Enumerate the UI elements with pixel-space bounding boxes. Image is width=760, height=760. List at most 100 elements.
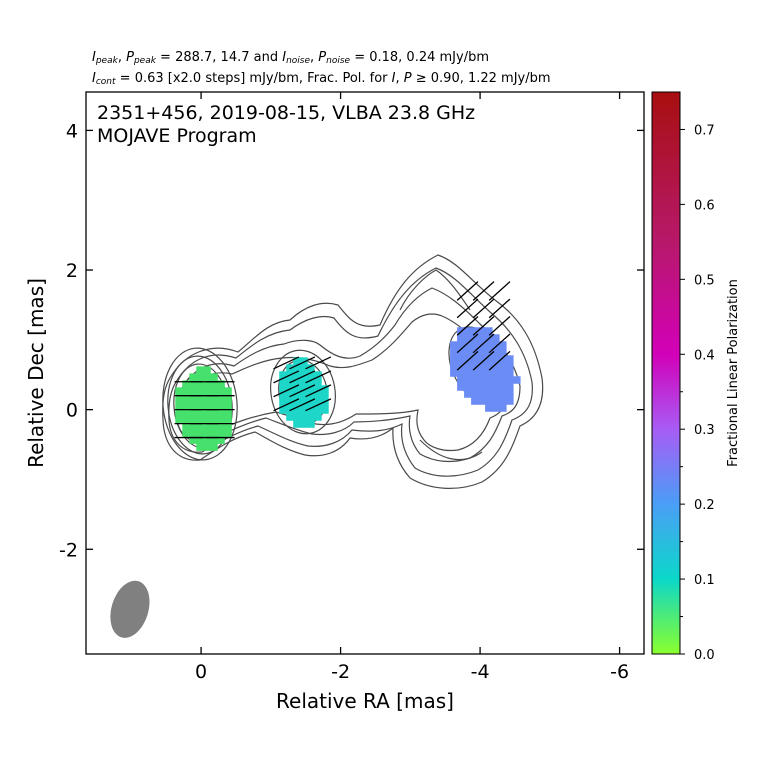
pol-pixel [210, 373, 218, 381]
pol-pixel [203, 366, 211, 374]
pol-pixel [217, 436, 225, 444]
pol-pixel [300, 371, 308, 379]
evpa-vector [305, 356, 332, 370]
x-tick-label: 0 [195, 661, 207, 683]
pol-pixel [457, 334, 465, 342]
pol-pixel [307, 364, 315, 372]
pol-pixel [182, 380, 190, 388]
pol-pixel [485, 376, 493, 384]
pol-pixel [307, 378, 315, 386]
colorbar-tick-label: 0.6 [694, 198, 715, 213]
pol-pixel [314, 413, 322, 421]
pol-pixel [293, 385, 301, 393]
colorbar-tick-label: 0.0 [694, 648, 715, 663]
pol-pixel [492, 362, 500, 370]
pol-pixel [464, 355, 472, 363]
pol-pixel [196, 436, 204, 444]
pol-pixel [450, 362, 458, 370]
pol-pixel [217, 394, 225, 402]
axes-frame [85, 91, 645, 655]
pol-pixel [210, 380, 218, 388]
pol-pixel [203, 394, 211, 402]
pol-pixel [457, 376, 465, 384]
pol-pixel [293, 371, 301, 379]
pol-pixel [471, 362, 479, 370]
pol-pixel [314, 385, 322, 393]
pol-pixel [506, 390, 514, 398]
pol-pixel [506, 383, 514, 391]
pol-pixel [307, 385, 315, 393]
pol-pixel [492, 348, 500, 356]
pol-pixel [307, 420, 315, 428]
pol-pixel [478, 369, 486, 377]
pol-pixel [196, 394, 204, 402]
pol-patch-core [175, 366, 232, 451]
pol-pixel [224, 401, 232, 409]
evpa-vector [456, 316, 479, 336]
pol-pixel [196, 408, 204, 416]
pol-pixel [203, 380, 211, 388]
pol-pixel [499, 369, 507, 377]
pol-pixel [464, 383, 472, 391]
pol-pixel [307, 371, 315, 379]
pol-pixel [196, 373, 204, 381]
pol-pixel [471, 334, 479, 342]
pol-pixel [464, 348, 472, 356]
pol-pixel [210, 408, 218, 416]
pol-pixel [478, 327, 486, 335]
pol-pixel [485, 397, 493, 405]
pol-pixel [217, 380, 225, 388]
pol-pixel [478, 355, 486, 363]
pol-pixel [499, 355, 507, 363]
pol-pixel [307, 399, 315, 407]
pol-pixel [485, 341, 493, 349]
pol-pixel [293, 364, 301, 372]
pol-pixel [478, 397, 486, 405]
pol-pixel [182, 394, 190, 402]
evpa-vector [456, 281, 479, 301]
pol-pixel [457, 348, 465, 356]
pol-pixel [189, 408, 197, 416]
pol-pixel [182, 429, 190, 437]
pol-pixel [492, 376, 500, 384]
pol-pixel [485, 355, 493, 363]
pol-pixel [196, 443, 204, 451]
pol-pixel [471, 369, 479, 377]
colorbar-ticks [680, 128, 685, 655]
evpa-vector [305, 370, 332, 384]
pol-pixel [196, 380, 204, 388]
y-tick-label: 2 [66, 260, 78, 282]
pol-pixel [464, 376, 472, 384]
y-tick-label: 4 [66, 120, 78, 142]
pol-pixel [307, 413, 315, 421]
pol-pixel [189, 422, 197, 430]
pol-pixel [485, 404, 493, 412]
pol-pixel [217, 415, 225, 423]
polarization-patches [175, 327, 521, 451]
pol-pixel [485, 327, 493, 335]
pol-pixel [492, 383, 500, 391]
pol-pixel [224, 429, 232, 437]
evpa-vector [488, 281, 511, 301]
evpa-vector [289, 384, 316, 398]
pol-pixel [210, 429, 218, 437]
pol-pixel [293, 399, 301, 407]
pol-pixel [279, 392, 287, 400]
pol-pixel [457, 355, 465, 363]
pol-pixel [203, 373, 211, 381]
pol-pixel [175, 387, 183, 395]
evpa-vector [488, 350, 511, 371]
pol-pixel [457, 341, 465, 349]
pol-pixel [189, 394, 197, 402]
pol-pixel [314, 399, 322, 407]
pol-pixel [464, 390, 472, 398]
pol-pixel [210, 422, 218, 430]
pol-pixel [189, 415, 197, 423]
pol-pixel [457, 327, 465, 335]
pol-pixel [457, 369, 465, 377]
pol-pixel [182, 422, 190, 430]
y-axis-label: Relative Dec [mas] [24, 278, 48, 468]
axis-ticks [86, 92, 644, 654]
colorbar-tick-label: 0.5 [694, 273, 715, 288]
